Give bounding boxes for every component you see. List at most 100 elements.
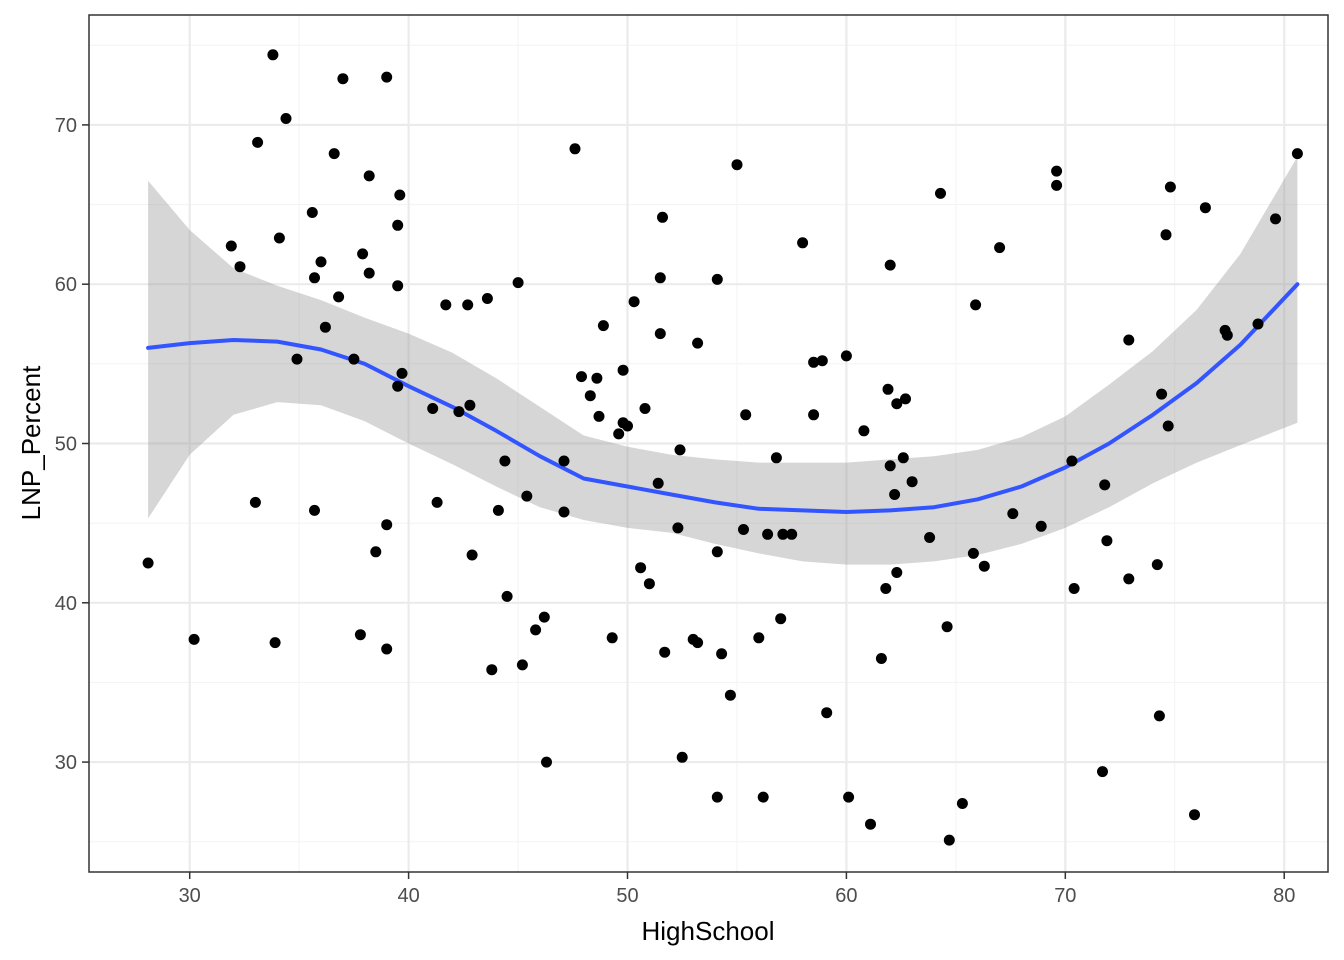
x-tick-label: 50 [616,885,638,907]
data-point [1123,573,1135,585]
data-point [716,648,728,660]
data-point [188,633,200,645]
data-point [875,653,887,664]
y-tick-label: 30 [55,752,77,774]
data-point [1035,520,1047,532]
data-point [692,637,704,649]
data-point [464,399,476,411]
data-point [392,280,404,292]
data-point [635,562,647,574]
data-point [576,371,587,383]
data-point [315,256,327,268]
data-point [924,532,936,543]
data-point [593,410,605,422]
data-point [941,621,953,633]
data-point [252,136,264,148]
data-point [584,390,596,402]
data-point [891,567,903,578]
data-point [1291,148,1303,160]
data-point [280,113,292,124]
data-point [674,444,686,456]
data-point [486,664,498,676]
data-point [672,522,684,534]
data-point [652,477,664,489]
data-point [392,380,404,392]
data-point [481,293,493,304]
data-point [363,170,375,182]
data-point [943,834,955,846]
data-point [808,356,820,368]
x-axis-title: HighSchool [642,916,775,946]
data-point [711,273,723,285]
data-point [617,364,629,376]
data-point [657,211,668,223]
data-point [692,337,704,349]
data-point [978,560,990,572]
data-point [711,791,723,803]
data-point [396,367,408,379]
x-axis: 30 40 50 60 70 80 [179,872,1295,907]
data-point [357,248,369,260]
data-point [381,643,393,655]
data-point [1101,535,1113,547]
data-point [865,818,876,830]
y-tick-label: 70 [55,115,77,137]
data-point [499,455,511,467]
data-point [775,613,787,625]
data-point [597,320,609,332]
data-point [882,383,894,395]
data-point [797,237,809,249]
data-point [967,547,979,559]
data-point [319,321,331,333]
data-point [1189,809,1200,821]
data-point [1007,508,1019,520]
data-point [492,504,504,516]
data-point [840,350,852,362]
smooth-line [146,282,1300,514]
data-point [659,646,671,658]
data-point [786,528,798,540]
data-point [569,143,581,155]
data-point [142,557,154,569]
data-point [328,148,340,160]
data-point [512,277,524,289]
data-point [381,71,393,83]
data-point [880,583,892,594]
data-point [1160,229,1172,241]
grid-major [89,15,1328,872]
data-point [816,355,828,367]
data-point [521,490,533,502]
data-point [249,496,261,508]
points-layer [142,49,1303,846]
x-tick-label: 70 [1054,885,1076,907]
data-point [900,393,911,405]
data-point [613,428,625,440]
data-point [516,659,528,671]
x-tick-label: 80 [1273,885,1295,907]
data-point [884,259,896,271]
data-point [777,528,789,540]
data-point [711,546,723,558]
y-tick-label: 40 [55,593,77,615]
data-point [821,707,833,719]
data-point [808,409,820,421]
data-point [1099,479,1111,491]
data-point [363,267,375,279]
data-point [558,506,570,518]
data-point [1153,710,1165,722]
y-tick-label: 50 [55,434,77,456]
data-point [269,637,281,649]
data-point [306,207,318,218]
y-axis: 30 40 50 60 70 [55,115,89,774]
data-point [1051,165,1063,177]
data-point [738,524,749,535]
data-point [273,232,285,244]
data-point [622,420,633,432]
data-point [889,489,901,500]
confidence-band-layer [148,156,1298,565]
data-point [309,272,320,284]
data-point [897,452,909,464]
data-point [956,798,968,809]
data-point [558,455,570,467]
data-point [427,403,439,414]
